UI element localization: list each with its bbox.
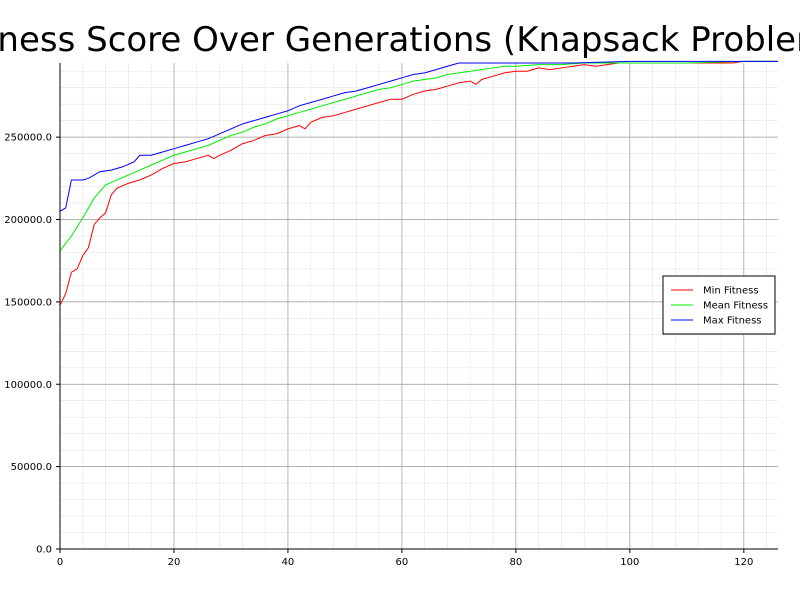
axes (59, 63, 778, 550)
legend: Min Fitness Mean Fitness Max Fitness (662, 275, 776, 335)
series-line-mean-fitness (59, 60, 778, 252)
x-tick-label: 60 (396, 557, 409, 568)
legend-label: Min Fitness (703, 286, 759, 297)
y-tick-label: 250000.0 (4, 133, 52, 144)
ticks: 0 20 40 60 80 100 120 0.0 50000.0 100000.0 150000.… (4, 133, 753, 568)
x-tick-label: 40 (282, 557, 295, 568)
series-lines (59, 60, 778, 306)
legend-label: Mean Fitness (703, 301, 768, 312)
x-tick-label: 0 (57, 557, 63, 568)
x-tick-label: 80 (510, 557, 523, 568)
x-tick-label: 20 (168, 557, 181, 568)
x-tick-label: 120 (734, 557, 753, 568)
chart-title: Fitness Score Over Generations (Knapsack… (0, 20, 800, 60)
x-tick-label: 100 (620, 557, 639, 568)
series-line-max-fitness (59, 60, 778, 212)
y-tick-label: 100000.0 (4, 380, 52, 391)
y-tick-label: 0.0 (36, 545, 52, 556)
minor-grid (60, 63, 778, 549)
y-tick-label: 50000.0 (11, 462, 52, 473)
legend-label: Max Fitness (703, 316, 762, 327)
y-tick-label: 150000.0 (4, 297, 52, 308)
y-tick-label: 200000.0 (4, 215, 52, 226)
series-line-min-fitness (59, 60, 778, 306)
major-grid (60, 63, 778, 549)
